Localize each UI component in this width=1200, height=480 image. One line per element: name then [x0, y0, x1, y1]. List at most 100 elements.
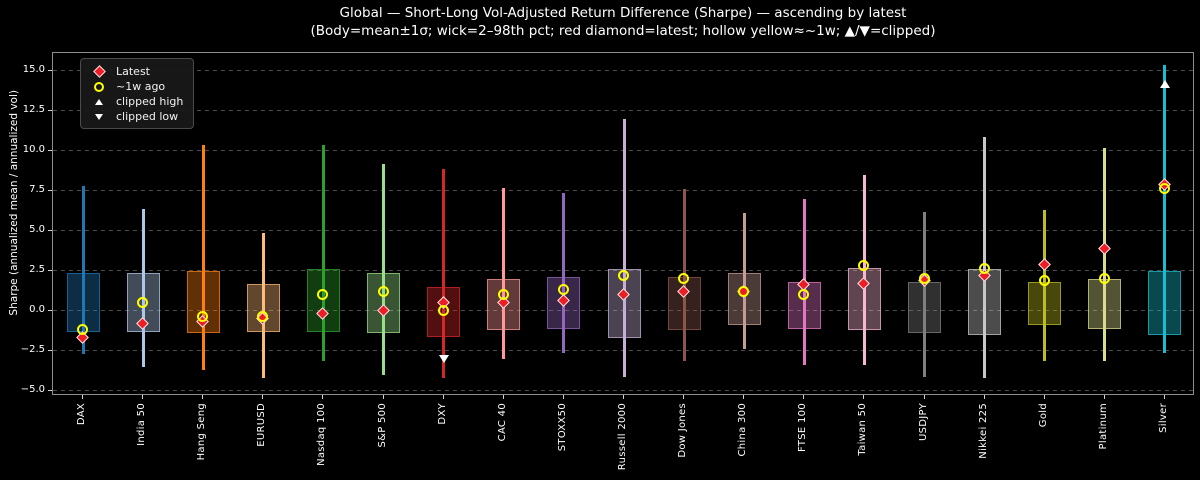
week-ago-circle-marker [1038, 274, 1050, 286]
week-ago-circle-marker [678, 273, 690, 284]
week-ago-circle-marker [77, 324, 89, 336]
y-tick-label: 10.0 [22, 144, 45, 155]
x-tick-label: DAX [76, 403, 88, 426]
y-tick-mark [48, 230, 52, 231]
y-tick-label: 5.0 [29, 224, 45, 235]
y-tick-mark [48, 70, 52, 71]
x-tick-mark [322, 395, 324, 399]
clipped-high-triangle-icon [95, 98, 103, 105]
y-tick-mark [48, 310, 52, 311]
x-tick-mark [382, 395, 384, 399]
x-tick-label: FTSE 100 [797, 403, 809, 453]
x-tick-label: STOXX50 [556, 403, 568, 452]
latest-diamond-icon [92, 65, 106, 78]
week-ago-circle-marker [738, 285, 750, 297]
clipped-high-marker [1159, 79, 1170, 88]
week-ago-circle-marker [377, 285, 389, 297]
clipped-low-marker [438, 355, 449, 363]
x-tick-label: Gold [1037, 403, 1049, 428]
x-tick-mark [1043, 395, 1045, 399]
legend-item-clipped-low: clipped low [87, 109, 187, 124]
chart-title: Global — Short-Long Vol-Adjusted Return … [339, 5, 907, 21]
y-tick-label: 0.0 [29, 304, 45, 315]
x-tick-mark [502, 395, 504, 399]
week-ago-circle-marker [557, 284, 569, 296]
y-tick-label: 2.5 [29, 264, 45, 275]
series-wick [442, 168, 446, 379]
y-tick-mark [48, 150, 52, 151]
series-wick [502, 187, 506, 359]
x-tick-mark [82, 395, 84, 399]
legend-label-week-ago: ~1w ago [116, 80, 166, 93]
x-tick-label: Platinum [1097, 403, 1109, 450]
legend: Latest ~1w ago clipped high clipped low [80, 58, 194, 129]
legend-item-week-ago: ~1w ago [87, 79, 187, 94]
x-tick-mark [863, 395, 865, 399]
x-tick-mark [983, 395, 985, 399]
x-tick-mark [803, 395, 805, 399]
series-wick [201, 144, 205, 371]
week-ago-circle-marker [918, 273, 930, 284]
gridline [53, 70, 1193, 71]
series-wick [983, 136, 987, 379]
series-wick [562, 192, 566, 353]
legend-item-latest: Latest [87, 64, 187, 79]
gridline [53, 110, 1193, 111]
x-tick-label: China 300 [737, 403, 749, 457]
x-tick-label: CAC 40 [496, 403, 508, 442]
x-tick-label: Taiwan 50 [857, 403, 869, 456]
x-tick-label: S&P 500 [376, 403, 388, 448]
y-tick-label: −2.5 [20, 344, 45, 355]
week-ago-circle-marker [137, 297, 149, 308]
x-tick-mark [562, 395, 564, 399]
y-tick-mark [48, 390, 52, 391]
x-tick-label: Silver [1157, 403, 1169, 433]
x-tick-label: EURUSD [256, 403, 268, 447]
series-wick [622, 119, 626, 377]
x-tick-mark [442, 395, 444, 399]
legend-label-clipped-high: clipped high [116, 95, 184, 108]
x-tick-label: USDJPY [917, 403, 929, 442]
x-tick-mark [923, 395, 925, 399]
y-tick-mark [48, 270, 52, 271]
x-tick-mark [683, 395, 685, 399]
week-ago-circle-marker [798, 289, 810, 300]
week-ago-circle-marker [257, 311, 269, 323]
week-ago-circle-marker [618, 269, 629, 281]
x-tick-label: DXY [436, 403, 448, 425]
series-wick [141, 208, 145, 367]
y-axis-label: Sharpe (annualized mean / annualized vol… [8, 90, 20, 316]
clipped-low-triangle-icon [95, 113, 103, 120]
x-tick-mark [262, 395, 264, 399]
week-ago-circle-marker [317, 289, 329, 300]
week-ago-circle-marker [858, 260, 870, 272]
legend-item-clipped-high: clipped high [87, 94, 187, 109]
x-tick-mark [202, 395, 204, 399]
gridline [53, 390, 1193, 391]
series-wick [261, 232, 265, 379]
week-ago-circle-icon [94, 81, 104, 92]
y-tick-label: 7.5 [29, 184, 45, 195]
x-tick-mark [623, 395, 624, 399]
week-ago-circle-marker [197, 311, 209, 323]
week-ago-circle-marker [1098, 273, 1110, 284]
latest-diamond-marker [1097, 241, 1111, 255]
latest-diamond-marker [1037, 257, 1051, 271]
series-wick [742, 213, 746, 350]
x-tick-label: Nikkei 225 [977, 403, 989, 459]
week-ago-circle-marker [978, 263, 990, 275]
week-ago-circle-marker [437, 305, 449, 316]
series-wick [81, 186, 85, 355]
series-wick [1163, 64, 1167, 353]
x-tick-mark [1163, 395, 1165, 399]
week-ago-circle-marker [1158, 183, 1170, 195]
series-wick [923, 211, 927, 377]
x-tick-label: Hang Seng [196, 403, 208, 461]
legend-label-latest: Latest [116, 65, 150, 78]
x-tick-label: Dow Jones [677, 403, 689, 458]
x-tick-label: Russell 2000 [617, 403, 628, 471]
y-tick-mark [48, 110, 52, 111]
series-wick [321, 144, 325, 361]
legend-label-clipped-low: clipped low [116, 110, 179, 123]
